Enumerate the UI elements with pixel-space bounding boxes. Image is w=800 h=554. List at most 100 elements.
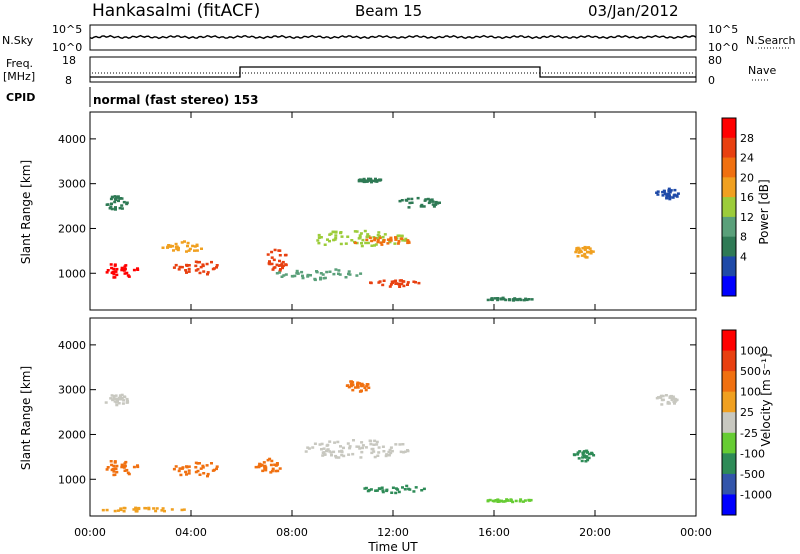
data-cell	[161, 246, 165, 249]
data-cell	[575, 249, 579, 252]
data-cell	[422, 205, 426, 208]
data-cell	[194, 264, 198, 268]
data-cell	[406, 239, 410, 242]
data-cell	[311, 446, 315, 449]
data-cell	[356, 386, 360, 389]
data-cell	[368, 236, 372, 239]
data-cell	[359, 456, 363, 459]
data-cell	[276, 469, 280, 473]
data-cell	[179, 473, 183, 477]
data-cell	[588, 247, 592, 250]
data-cell	[369, 488, 373, 491]
colorbar-swatch	[722, 432, 736, 454]
data-cell	[428, 198, 432, 202]
data-cell	[194, 461, 198, 465]
data-cell	[284, 263, 288, 267]
data-cell	[377, 446, 381, 449]
data-cell	[675, 195, 679, 198]
data-cell	[370, 451, 374, 455]
data-cell	[194, 466, 198, 469]
data-cell	[124, 264, 128, 267]
data-cell	[401, 280, 405, 283]
data-cell	[360, 242, 363, 245]
data-cell	[160, 509, 164, 512]
data-cell	[389, 239, 393, 242]
data-cell	[365, 238, 369, 242]
data-cell	[370, 180, 373, 184]
data-cell	[328, 270, 332, 273]
data-cell	[113, 263, 117, 266]
data-cell	[527, 298, 531, 301]
data-cell	[581, 456, 585, 459]
nave-tick-top: 80	[708, 54, 722, 67]
data-cell	[269, 463, 273, 467]
data-cell	[432, 205, 436, 208]
data-cell	[407, 206, 411, 209]
data-cell	[346, 442, 350, 445]
data-cell	[336, 440, 340, 444]
xtick-label: 16:00	[478, 526, 510, 539]
colorbar-swatch	[722, 177, 736, 198]
data-cell	[374, 177, 377, 181]
colorbar-tick-label: 4	[740, 250, 747, 263]
data-cell	[114, 270, 118, 273]
data-cell	[349, 384, 353, 388]
data-cell	[399, 450, 403, 454]
data-cell	[281, 266, 284, 270]
data-cell	[110, 468, 114, 472]
data-cell	[396, 234, 400, 237]
data-cell	[120, 204, 124, 207]
data-cell	[357, 445, 361, 448]
data-cell	[182, 508, 186, 511]
colorbar-swatch	[722, 137, 736, 159]
data-cell	[270, 250, 274, 254]
data-cell	[101, 508, 105, 512]
data-cell	[383, 233, 387, 236]
data-cell	[126, 274, 130, 277]
data-cell	[420, 489, 424, 492]
velocity-colorbar-label: Velocity [m s⁻¹]	[759, 353, 773, 446]
data-cell	[187, 270, 191, 273]
data-cell	[319, 276, 322, 280]
data-cell	[320, 448, 323, 451]
data-cell	[373, 238, 377, 242]
data-cell	[587, 456, 591, 460]
data-cell	[322, 447, 326, 450]
freq-line	[90, 66, 696, 78]
data-cell	[293, 274, 297, 278]
data-cell	[198, 260, 201, 264]
data-cell	[201, 466, 205, 469]
colorbar-swatch	[722, 276, 736, 297]
data-cell	[373, 237, 377, 240]
data-cell	[673, 188, 677, 192]
data-cell	[406, 283, 409, 286]
data-cell	[358, 234, 362, 237]
data-cell	[215, 266, 218, 269]
ytick-label: 4000	[58, 133, 86, 146]
data-cell	[400, 234, 404, 238]
data-cell	[319, 278, 322, 281]
data-cell	[389, 283, 393, 286]
data-cell	[118, 197, 122, 200]
data-cell	[522, 298, 526, 302]
data-cell	[361, 238, 365, 242]
data-cell	[369, 439, 373, 443]
data-cell	[365, 384, 369, 388]
xtick-label: 00:00	[680, 526, 712, 539]
data-cell	[662, 190, 666, 193]
data-cell	[351, 381, 355, 384]
data-cell	[584, 460, 588, 463]
colorbar-swatch	[722, 350, 736, 372]
data-cell	[337, 456, 341, 459]
data-cell	[351, 452, 355, 456]
data-cell	[193, 245, 197, 248]
data-cell	[397, 240, 401, 243]
data-cell	[278, 467, 282, 470]
data-cell	[183, 240, 186, 243]
data-cell	[361, 384, 365, 387]
data-cell	[393, 242, 397, 245]
data-cell	[511, 500, 515, 504]
data-cell	[112, 473, 116, 477]
data-cell	[350, 239, 354, 242]
data-cell	[266, 253, 270, 256]
